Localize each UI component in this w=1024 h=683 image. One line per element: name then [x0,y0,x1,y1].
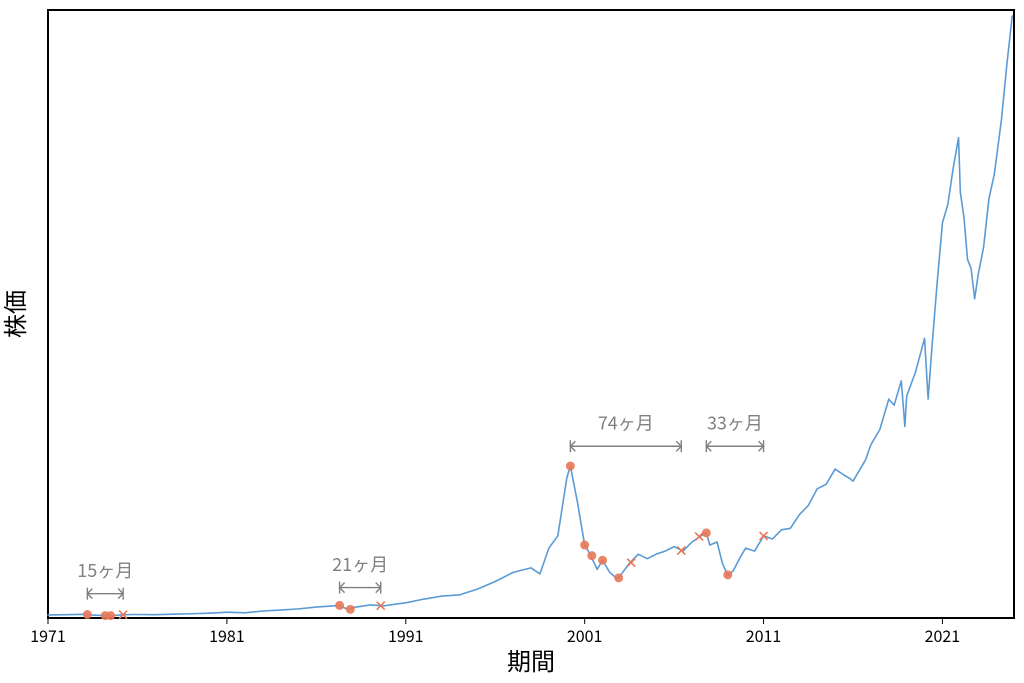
duration-annotation: 21ヶ月 [332,551,388,594]
chart-container: 1971 1981 1991 2001 2011 2021 期間 株価 15ヶ月 21ヶ月 74ヶ月… [0,0,1024,683]
x-tick-label: 2011 [746,623,782,647]
duration-label: 33ヶ月 [707,410,763,436]
event-dot-marker [598,556,607,565]
x-tick-label: 2001 [567,623,603,647]
event-dot-marker [566,462,575,471]
event-dot-marker [83,610,92,619]
x-tick-label: 2021 [925,623,961,647]
event-dot-marker [723,570,732,579]
duration-annotation: 33ヶ月 [706,410,763,453]
y-axis-label: 株価 [0,290,31,338]
x-axis-label: 期間 [507,642,555,677]
duration-label: 15ヶ月 [77,557,133,583]
event-dot-marker [587,551,596,560]
stock-price-chart: 1971 1981 1991 2001 2011 2021 期間 株価 15ヶ月 21ヶ月 74ヶ月… [0,0,1024,683]
x-tick-label: 1971 [30,623,66,647]
event-dot-marker [106,611,115,620]
event-dot-marker [335,601,344,610]
event-dot-marker [346,605,355,614]
event-dot-marker [614,573,623,582]
duration-label: 74ヶ月 [598,410,654,436]
x-tick-label: 1991 [388,623,424,647]
duration-label: 21ヶ月 [332,551,388,577]
x-tick-label: 1981 [209,623,245,647]
event-dot-marker [580,541,589,550]
